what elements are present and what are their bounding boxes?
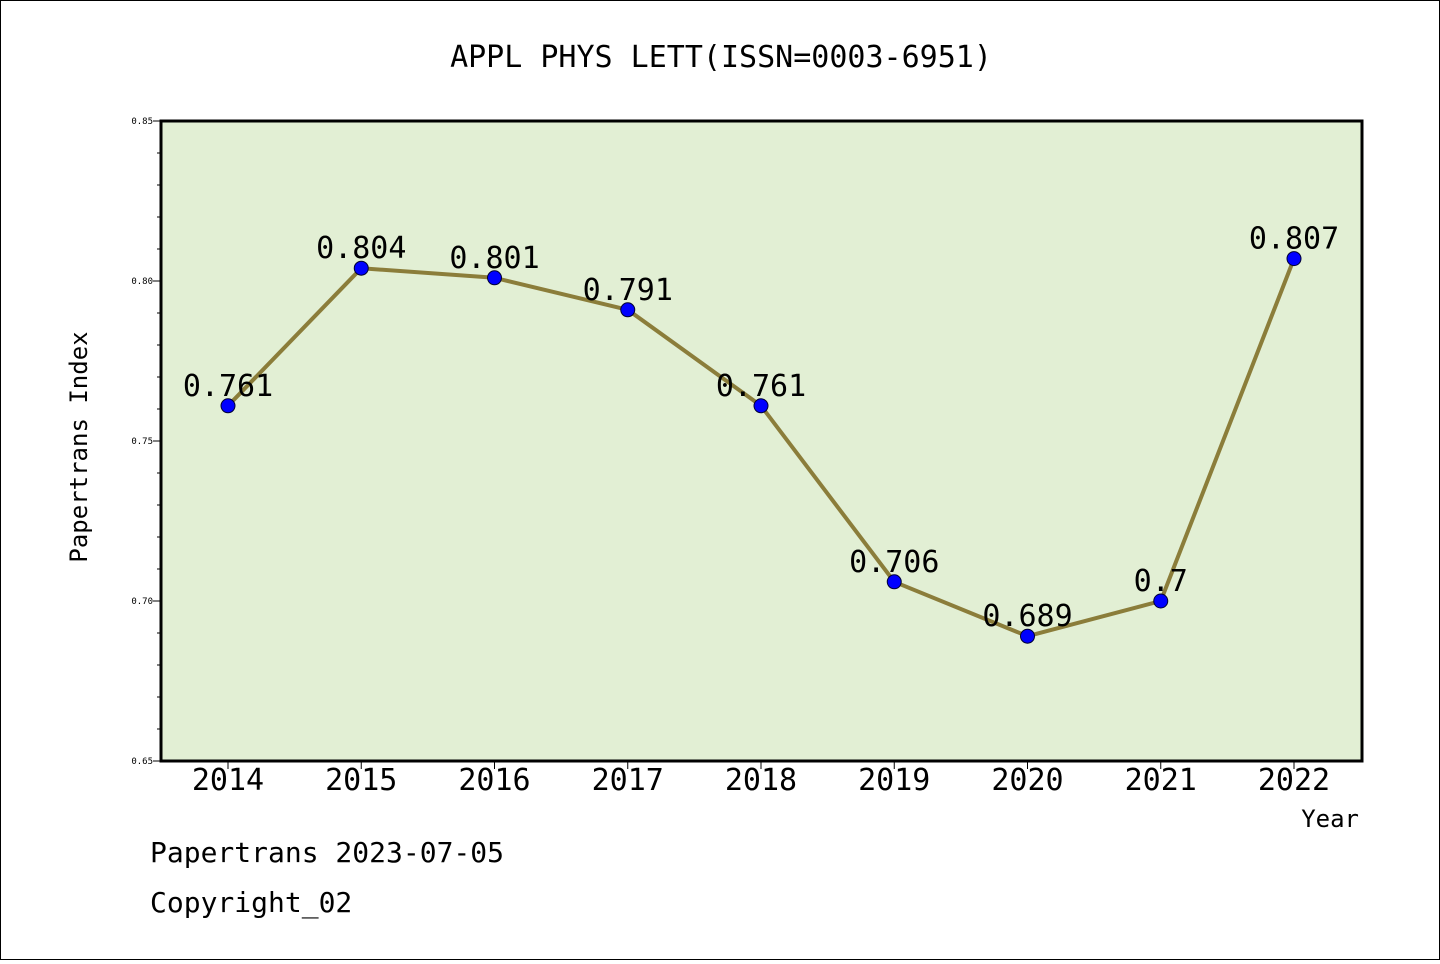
data-label: 0.807 [1249,222,1339,257]
y-tick-label: 0.75 [131,437,153,447]
x-tick-label: 2019 [858,763,930,798]
data-label: 0.761 [716,369,806,404]
data-point [620,302,636,318]
x-tick-label: 2021 [1125,763,1197,798]
data-point [1020,628,1035,644]
data-point [886,574,902,590]
x-tick-label: 2018 [725,763,797,798]
x-axis-label: Year [1301,805,1359,833]
data-label: 0.7 [1134,564,1188,599]
data-label: 0.801 [449,241,539,276]
chart-title: APPL PHYS LETT(ISSN=0003-6951) [450,40,992,75]
footer-date: Papertrans 2023-07-05 [150,836,505,869]
x-tick-label: 2017 [592,763,664,798]
data-label: 0.804 [316,231,406,266]
data-point [753,398,769,414]
y-tick-label: 0.70 [131,597,153,607]
data-point [487,270,502,286]
x-axis: 2014 2015 2016 2017 2018 2019 2020 2021 2022 [192,761,1330,798]
y-axis: 0.65 0.70 0.75 0.80 0.85 [131,117,161,767]
x-tick-label: 2022 [1258,763,1330,798]
y-axis-label: Papertrans Index [65,331,93,562]
data-point [1286,251,1302,267]
data-label: 0.791 [583,273,673,308]
x-tick-label: 2016 [458,763,530,798]
data-point [353,260,369,276]
data-label: 0.761 [183,369,273,404]
data-point [1153,593,1169,609]
x-tick-label: 2014 [192,763,264,798]
footer-copyright: Copyright_02 [150,886,353,919]
data-label: 0.706 [849,545,939,580]
y-tick-label: 0.85 [131,117,153,127]
plot-area [159,119,1364,763]
x-tick-label: 2015 [325,763,397,798]
y-tick-label: 0.65 [131,757,153,767]
series-group [220,251,1302,644]
data-label: 0.689 [982,599,1072,634]
data-point [220,398,236,414]
y-tick-label: 0.80 [131,277,153,287]
data-labels-group: 0.761 0.804 0.801 0.791 0.761 0.706 0.689 0.7 0.… [183,222,1339,635]
x-tick-label: 2020 [991,763,1063,798]
